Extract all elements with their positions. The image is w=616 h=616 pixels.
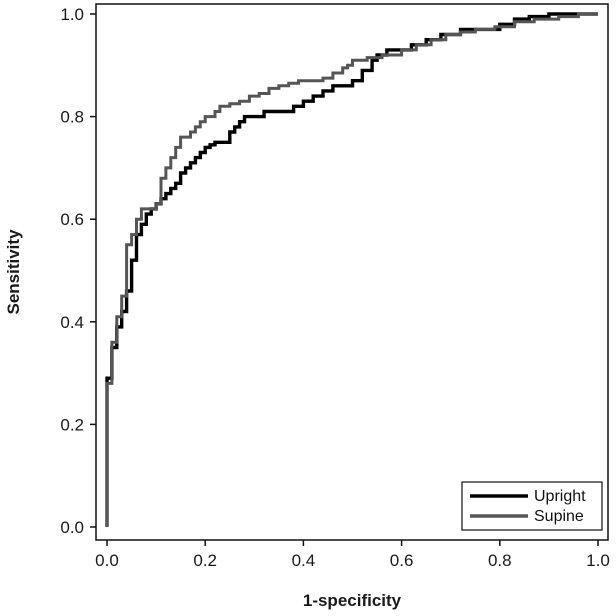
x-tick-label: 0.0	[95, 551, 119, 570]
y-tick-label: 0.2	[60, 415, 84, 434]
x-tick-label: 0.2	[193, 551, 217, 570]
y-axis: 0.0 0.2 0.4 0.6 0.8 1.0	[60, 5, 96, 537]
x-tick-label: 0.8	[488, 551, 512, 570]
series-line-supine	[105, 12, 598, 527]
y-axis-title: Sensitivity	[4, 229, 23, 315]
x-axis-title: 1-specificity	[303, 591, 402, 610]
series-line-upright	[105, 12, 598, 527]
x-tick-label: 0.4	[292, 551, 316, 570]
legend-box	[461, 481, 603, 531]
legend: Upright Supine	[461, 481, 603, 531]
x-tick-label: 0.6	[390, 551, 414, 570]
plot-series-group	[105, 12, 598, 527]
plot-frame	[95, 3, 609, 541]
legend-label-upright: Upright	[534, 488, 586, 505]
y-tick-label: 1.0	[60, 5, 84, 24]
legend-label-supine: Supine	[534, 508, 584, 525]
x-tick-label: 1.0	[586, 551, 610, 570]
y-tick-label: 0.4	[60, 313, 84, 332]
y-tick-label: 0.8	[60, 108, 84, 127]
y-tick-label: 0.0	[60, 518, 84, 537]
y-tick-label: 0.6	[60, 210, 84, 229]
x-axis: 0.0 0.2 0.4 0.6 0.8 1.0	[95, 540, 610, 570]
